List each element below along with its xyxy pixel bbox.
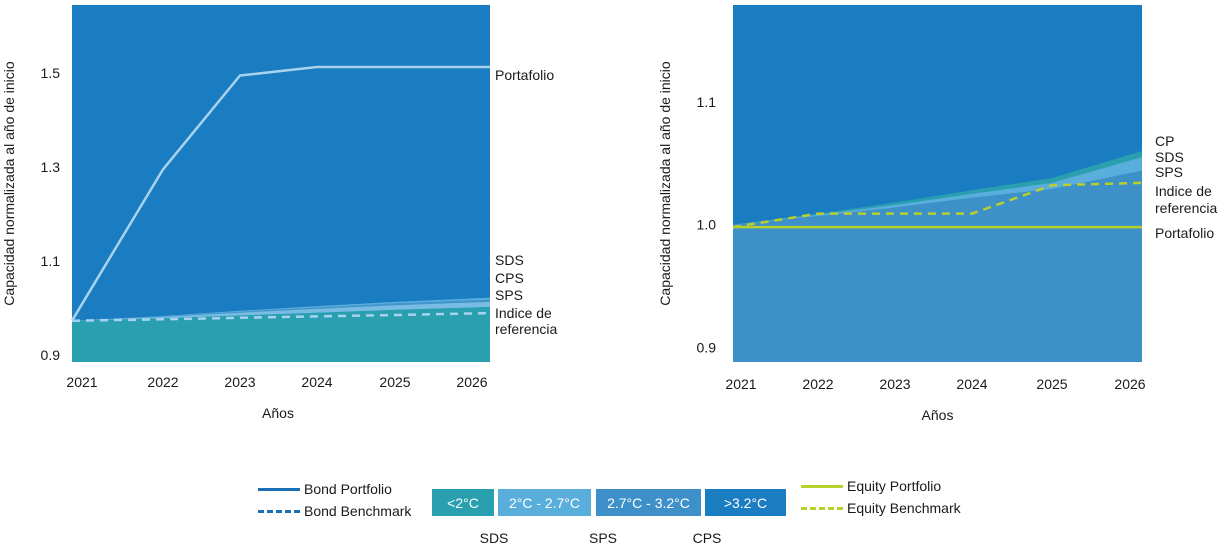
sds-band (72, 297, 490, 321)
series-annotation-label: referencia (1155, 200, 1217, 216)
x-tick-label: 2022 (147, 374, 178, 390)
y-tick-label: 1.5 (41, 65, 61, 81)
series-annotation-label: SPS (495, 287, 523, 303)
series-annotation-label: CPS (495, 270, 524, 286)
series-annotation-label: referencia (495, 321, 557, 337)
benchmark-series-line (732, 181, 1143, 229)
x-axis-label: Años (922, 407, 954, 423)
series-annotation-label: SDS (1155, 149, 1184, 165)
above-3-2c-band (72, 5, 490, 362)
x-tick-label: 2022 (802, 376, 833, 392)
x-tick-label: 2023 (879, 376, 910, 392)
benchmark-series-line (71, 311, 491, 322)
below-2c-band (72, 307, 490, 362)
y-tick-label: 1.0 (697, 217, 717, 233)
sps-band (733, 170, 1142, 362)
x-tick-label: 2024 (956, 376, 987, 392)
series-annotation-label: Indice de (1155, 183, 1212, 199)
y-tick-label: 1.3 (41, 159, 61, 175)
y-tick-label: 1.1 (41, 253, 61, 269)
x-tick-label: 2025 (379, 374, 410, 390)
x-tick-label: 2026 (1114, 376, 1145, 392)
y-tick-label: 0.9 (697, 339, 717, 355)
x-tick-label: 2025 (1036, 376, 1067, 392)
series-annotation-label: SPS (1155, 164, 1183, 180)
cps-band (72, 299, 490, 321)
series-annotation-label: Portafolio (1155, 225, 1214, 241)
series-annotation-label: SDS (495, 252, 524, 268)
x-axis-label: Años (262, 405, 294, 421)
x-tick-label: 2024 (301, 374, 332, 390)
series-annotation-label: Portafolio (495, 67, 554, 83)
sps-band (72, 301, 490, 321)
y-tick-label: 1.1 (697, 94, 717, 110)
x-tick-label: 2021 (66, 374, 97, 390)
series-annotation-label: Indice de (495, 305, 552, 321)
series-annotation-label: CP (1155, 133, 1174, 149)
y-axis-label: Capacidad normalizada al año de inicio (657, 61, 673, 306)
portfolio-series-line (70, 65, 490, 322)
x-tick-label: 2023 (224, 374, 255, 390)
y-axis-label: Capacidad normalizada al año de inicio (1, 61, 17, 306)
x-tick-label: 2026 (456, 374, 487, 390)
x-tick-label: 2021 (725, 376, 756, 392)
y-tick-label: 0.9 (41, 347, 61, 363)
